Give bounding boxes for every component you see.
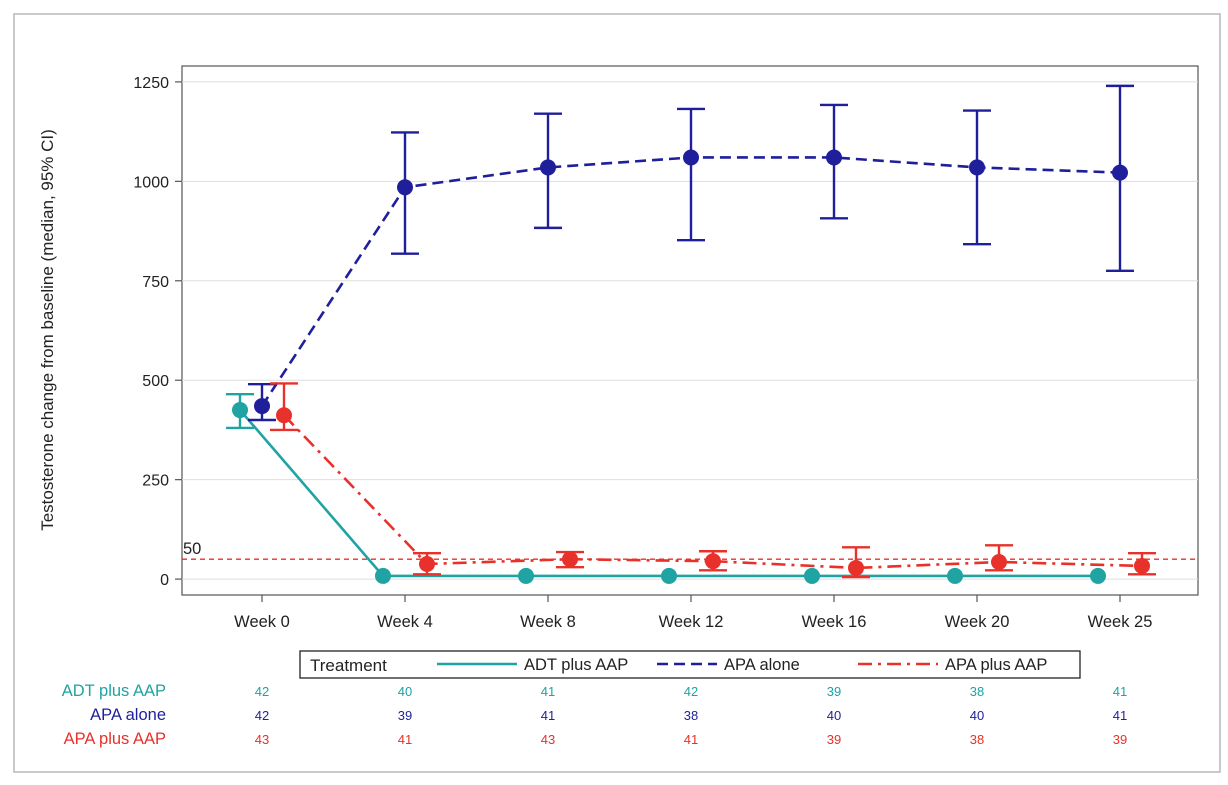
at-risk-count: 42 — [255, 708, 269, 723]
data-point — [276, 407, 292, 424]
series-apa-alone — [248, 84, 1134, 422]
y-tick-label: 250 — [142, 473, 169, 490]
y-tick-label: 1000 — [133, 174, 169, 191]
reference-line-layer: 50 — [182, 540, 1198, 560]
series-apa-plus-aap — [270, 382, 1156, 579]
data-point — [1090, 567, 1106, 584]
data-point — [1134, 557, 1150, 574]
at-risk-count: 40 — [398, 684, 412, 699]
data-point — [375, 567, 391, 584]
at-risk-count: 39 — [827, 684, 841, 699]
legend-entry-label: APA plus AAP — [945, 656, 1047, 674]
at-risk-count: 40 — [970, 708, 984, 723]
y-axis-label: Testosterone change from baseline (media… — [38, 129, 57, 531]
legend-entry-label: ADT plus AAP — [524, 656, 628, 674]
data-point — [518, 567, 534, 584]
data-point — [848, 559, 864, 576]
data-point — [804, 567, 820, 584]
reference-line-label: 50 — [183, 540, 201, 558]
at-risk-count: 41 — [1113, 684, 1127, 699]
y-tick-label: 750 — [142, 274, 169, 291]
data-point — [991, 553, 1007, 570]
at-risk-row-label: APA alone — [90, 706, 166, 724]
data-point — [705, 553, 721, 570]
at-risk-count: 38 — [684, 708, 698, 723]
data-point — [419, 555, 435, 572]
y-tick-label: 0 — [160, 572, 169, 589]
y-tick-label: 500 — [142, 373, 169, 390]
at-risk-count: 41 — [541, 708, 555, 723]
at-risk-count: 39 — [1113, 732, 1127, 747]
data-point — [947, 567, 963, 584]
at-risk-count: 43 — [255, 732, 269, 747]
data-point — [826, 149, 842, 166]
x-tick-label: Week 0 — [234, 613, 290, 631]
at-risk-count: 41 — [541, 684, 555, 699]
x-tick-label: Week 4 — [377, 613, 433, 631]
series-adt-plus-aap — [226, 392, 1106, 584]
x-tick-label: Week 20 — [945, 613, 1010, 631]
at-risk-count: 39 — [827, 732, 841, 747]
data-point — [562, 551, 578, 568]
legend-box — [299, 650, 1081, 679]
at-risk-count: 38 — [970, 732, 984, 747]
data-point — [683, 149, 699, 166]
at-risk-count: 41 — [684, 732, 698, 747]
data-point — [1112, 164, 1128, 181]
x-tick-label: Week 25 — [1088, 613, 1153, 631]
data-point — [540, 159, 556, 176]
series-layer — [226, 84, 1156, 584]
at-risk-count: 41 — [1113, 708, 1127, 723]
x-tick-label: Week 8 — [520, 613, 576, 631]
data-point — [661, 567, 677, 584]
at-risk-table: ADT plus AAP 42 40 41 42 39 38 41 APA alone 42 39 4… — [62, 682, 1127, 748]
data-point — [232, 402, 248, 419]
legend-entry-label: APA alone — [724, 656, 800, 674]
at-risk-row-label: ADT plus AAP — [62, 682, 166, 700]
data-point — [969, 159, 985, 176]
at-risk-row-label: APA plus AAP — [64, 730, 166, 748]
at-risk-count: 43 — [541, 732, 555, 747]
x-tick-label: Week 16 — [802, 613, 867, 631]
axis-layer: 0 250 500 750 1000 1250 Week 0 Week 4 Week 8 Week… — [133, 75, 1152, 631]
at-risk-count: 39 — [398, 708, 412, 723]
data-point — [397, 179, 413, 196]
at-risk-count: 42 — [684, 684, 698, 699]
at-risk-count: 42 — [255, 684, 269, 699]
legend: Treatment ADT plus AAP APA alone APA plus A… — [299, 650, 1081, 679]
at-risk-count: 38 — [970, 684, 984, 699]
data-point — [254, 398, 270, 415]
x-tick-label: Week 12 — [659, 613, 724, 631]
legend-title: Treatment — [310, 656, 387, 675]
at-risk-count: 41 — [398, 732, 412, 747]
y-tick-label: 1250 — [133, 75, 169, 92]
at-risk-count: 40 — [827, 708, 841, 723]
